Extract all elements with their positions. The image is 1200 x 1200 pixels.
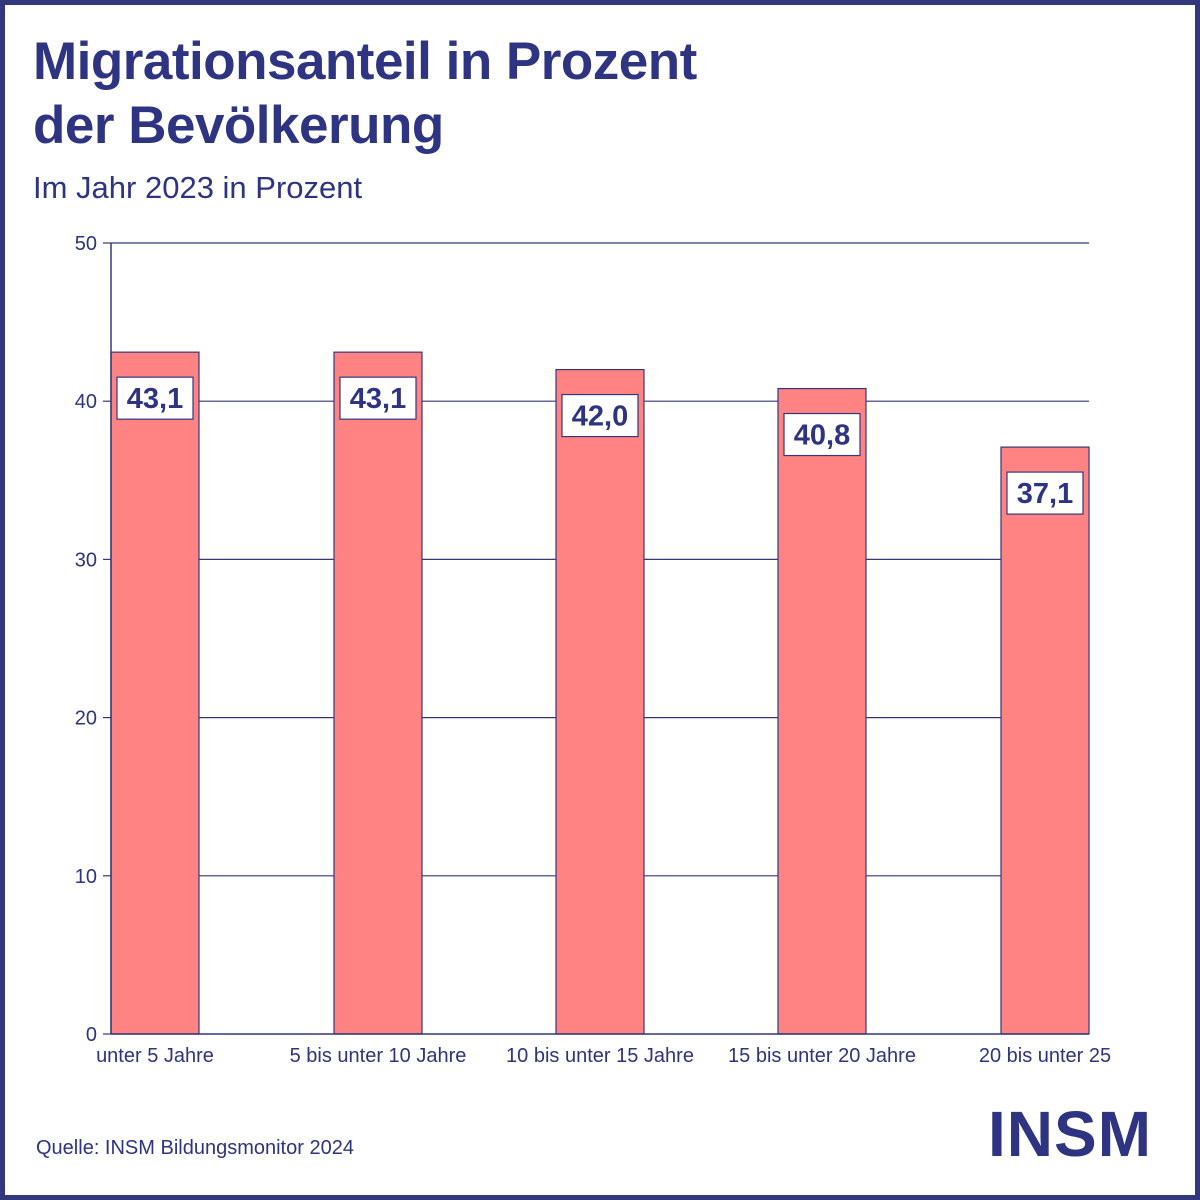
data-label-3: 42,0 <box>561 393 639 438</box>
x-tick-label-3: 10 bis unter 15 Jahre <box>506 1045 694 1067</box>
bar-1 <box>110 351 200 1035</box>
data-label-text: 43,1 <box>127 383 183 415</box>
data-labels: 43,1 43,1 42,0 40,8 37,1 <box>116 376 1084 515</box>
x-tick-label-2: 5 bis unter 10 Jahre <box>290 1045 467 1067</box>
y-tick-label: 50 <box>75 233 97 255</box>
data-label-box <box>116 376 194 420</box>
data-label-box <box>1006 471 1084 515</box>
chart-title-line-1: Migrationsanteil in Prozent <box>33 32 697 91</box>
data-label-text: 42,0 <box>572 401 628 433</box>
data-label-2: 43,1 <box>339 376 417 420</box>
y-tick-label: 30 <box>75 549 97 571</box>
bar-3 <box>555 368 645 1035</box>
y-tick-label: 20 <box>75 708 97 730</box>
y-tick-label: 40 <box>75 391 97 413</box>
y-tick-label: 10 <box>75 866 97 888</box>
data-label-box <box>339 376 417 420</box>
insm-logo: INSM <box>988 1098 1152 1170</box>
axes <box>110 243 1089 1035</box>
chart-title-line-2: der Bevölkerung <box>33 96 444 155</box>
chart-title: Migrationsanteil in Prozent der Bevölker… <box>33 30 1133 158</box>
x-tick-label-1: unter 5 Jahre <box>96 1045 214 1067</box>
data-label-1: 43,1 <box>116 376 194 420</box>
source-note: Quelle: INSM Bildungsmonitor 2024 <box>36 1137 354 1159</box>
y-axis-ticks: 0 10 20 30 40 50 <box>75 233 111 1046</box>
data-label-4: 40,8 <box>783 412 861 457</box>
bar-4 <box>777 387 867 1035</box>
bars <box>110 351 1090 1035</box>
bar-2 <box>333 351 423 1035</box>
data-label-text: 43,1 <box>350 383 406 415</box>
data-label-text: 40,8 <box>794 420 850 452</box>
x-tick-label-5: 20 bis unter 25 <box>979 1045 1111 1067</box>
data-label-box <box>561 393 639 438</box>
data-label-box <box>783 412 861 457</box>
x-axis-ticks: unter 5 Jahre 5 bis unter 10 Jahre 10 bis … <box>96 1045 1111 1067</box>
chart-subtitle: Im Jahr 2023 in Prozent <box>33 170 363 205</box>
x-tick-label-4: 15 bis unter 20 Jahre <box>728 1045 916 1067</box>
data-label-text: 37,1 <box>1017 478 1073 510</box>
data-label-5: 37,1 <box>1006 471 1084 515</box>
bar-5 <box>1000 446 1090 1035</box>
y-tick-label: 0 <box>86 1024 97 1046</box>
